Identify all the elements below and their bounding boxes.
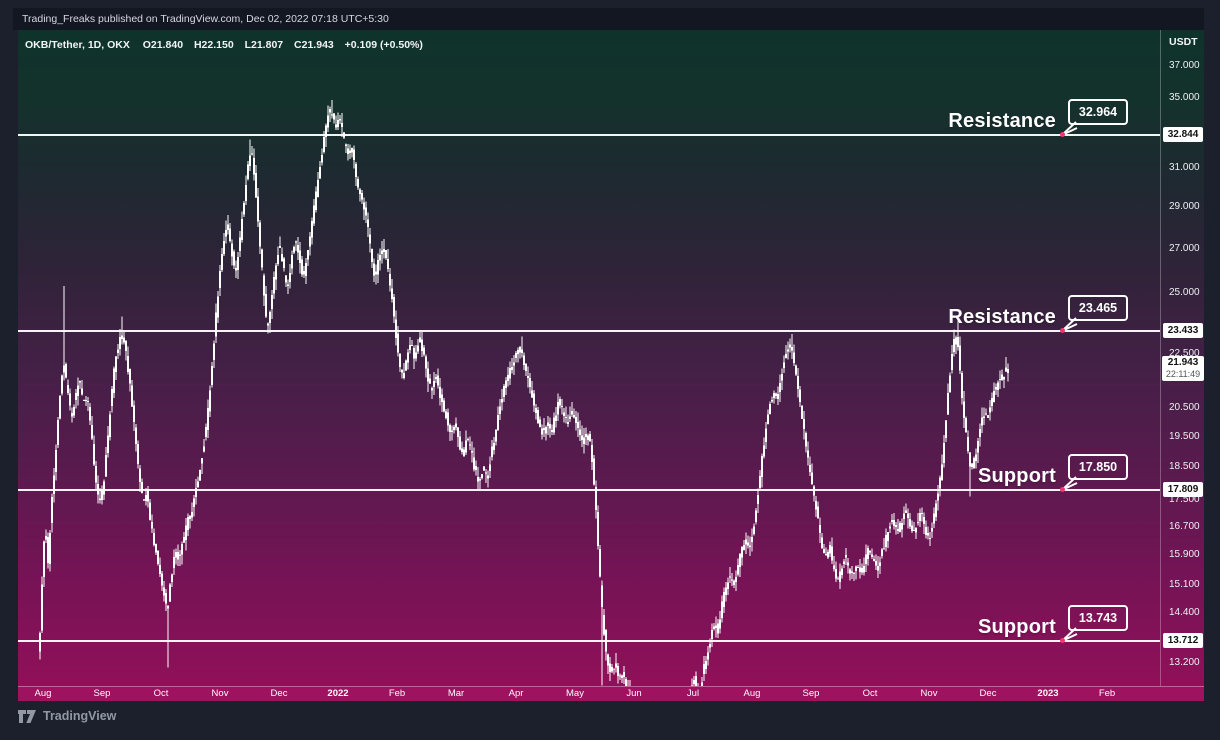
axis-currency-label: USDT [1169, 36, 1198, 48]
current-price-value: 21.943 [1167, 356, 1199, 368]
time-axis-label[interactable]: Apr [508, 688, 524, 699]
axis-price-badge: 13.712 [1163, 632, 1203, 648]
line-anchor-dot[interactable] [1060, 486, 1065, 492]
price-axis-tick: 15.100 [1169, 579, 1200, 591]
price-axis-tick: 27.000 [1169, 242, 1200, 254]
line-anchor-dot[interactable] [1060, 132, 1065, 137]
chart-legend: OKB/Tether, 1D, OKX O21.840 H22.150 L21.… [25, 39, 431, 51]
time-axis-label[interactable]: Jul [686, 688, 700, 699]
time-axis-label[interactable]: Sep [93, 688, 111, 699]
level-price-callout[interactable]: 32.964 [1068, 99, 1128, 125]
time-axis-label[interactable]: Mar [447, 688, 465, 699]
price-axis-tick: 35.000 [1169, 92, 1200, 104]
time-axis-label[interactable]: Oct [153, 688, 169, 699]
symbol-title[interactable]: OKB/Tether, 1D, OKX [25, 39, 130, 51]
price-axis-tick: 16.700 [1169, 520, 1200, 532]
time-axis-label[interactable]: Dec [270, 688, 288, 699]
time-axis[interactable]: Aug Sep Oct Nov Dec 2022 Feb Mar Apr May Jun Jul Aug… [18, 686, 1204, 701]
axis-price-badge: 32.844 [1163, 127, 1203, 142]
current-price-badge: 21.943 22:11:49 [1162, 355, 1204, 381]
countdown-timer: 22:11:49 [1165, 368, 1201, 379]
time-axis-label[interactable]: 2022 [327, 688, 349, 699]
ohlc-open: O21.840 [142, 39, 184, 51]
time-axis-label[interactable]: Aug [34, 688, 52, 699]
publish-bar: Trading_Freaks published on TradingView.… [13, 8, 1204, 30]
axis-price-badge: 17.809 [1163, 481, 1203, 497]
level-line-support[interactable] [18, 488, 1160, 491]
level-line-resistance[interactable] [18, 329, 1160, 332]
price-axis-tick: 22.500 [1169, 348, 1200, 360]
ohlc-change: +0.109 (+0.50%) [344, 39, 423, 51]
footer-bar: TradingView [0, 701, 1220, 740]
tradingview-logo-icon[interactable] [18, 709, 37, 723]
price-axis-tick: 15.900 [1169, 549, 1200, 561]
candlestick-series [39, 99, 1009, 686]
level-line-resistance[interactable] [18, 134, 1160, 136]
time-axis-label[interactable]: Dec [979, 688, 997, 699]
price-axis-tick: 29.000 [1169, 201, 1200, 213]
ohlc-high: H22.150 [193, 39, 234, 51]
time-axis-label[interactable]: Sep [802, 688, 820, 699]
price-chart-canvas[interactable]: OKB/Tether, 1D, OKX O21.840 H22.150 L21.… [18, 30, 1160, 686]
price-axis-tick: 31.000 [1169, 162, 1200, 174]
tradingview-brand[interactable]: TradingView [43, 709, 117, 723]
level-price-callout[interactable]: 17.850 [1068, 453, 1128, 480]
time-axis-label[interactable]: 2023 [1037, 688, 1059, 699]
time-axis-label[interactable]: Aug [743, 688, 761, 699]
chart-panel: OKB/Tether, 1D, OKX O21.840 H22.150 L21.… [18, 30, 1204, 701]
price-axis-tick: 17.500 [1169, 493, 1200, 505]
publish-text: Trading_Freaks published on TradingView.… [22, 13, 389, 25]
price-axis-tick: 18.500 [1169, 461, 1200, 473]
level-price-callout[interactable]: 23.465 [1068, 294, 1128, 321]
time-axis-label[interactable]: Oct [862, 688, 878, 699]
time-axis-label[interactable]: Nov [920, 688, 938, 699]
axis-price-badge: 23.433 [1163, 322, 1203, 338]
time-axis-label[interactable]: Nov [211, 688, 229, 699]
level-label-resistance[interactable]: Resistance [948, 305, 1056, 328]
price-axis-tick: 19.500 [1169, 430, 1200, 442]
price-axis-tick: 13.200 [1169, 657, 1200, 668]
price-axis-tick: 20.500 [1169, 402, 1200, 414]
line-anchor-dot[interactable] [1060, 637, 1065, 643]
level-price-callout[interactable]: 13.743 [1068, 604, 1128, 631]
level-label-resistance[interactable]: Resistance [948, 110, 1056, 132]
price-axis-tick: 37.000 [1169, 60, 1200, 71]
time-axis-label[interactable]: May [566, 688, 584, 699]
price-axis[interactable]: USDT 37.000 35.000 31.000 29.000 27.000 25.00… [1160, 30, 1204, 686]
price-axis-tick: 25.000 [1169, 287, 1200, 299]
ohlc-close: C21.943 [294, 39, 334, 51]
line-anchor-dot[interactable] [1060, 327, 1065, 333]
ohlc-low: L21.807 [244, 39, 284, 51]
time-axis-label[interactable]: Jun [626, 688, 642, 699]
level-label-support[interactable]: Support [977, 464, 1056, 487]
price-axis-tick: 14.400 [1169, 606, 1200, 618]
time-axis-label[interactable]: Feb [388, 688, 406, 699]
level-label-support[interactable]: Support [977, 615, 1056, 638]
time-axis-label[interactable]: Feb [1098, 688, 1116, 699]
level-line-support[interactable] [18, 639, 1160, 642]
